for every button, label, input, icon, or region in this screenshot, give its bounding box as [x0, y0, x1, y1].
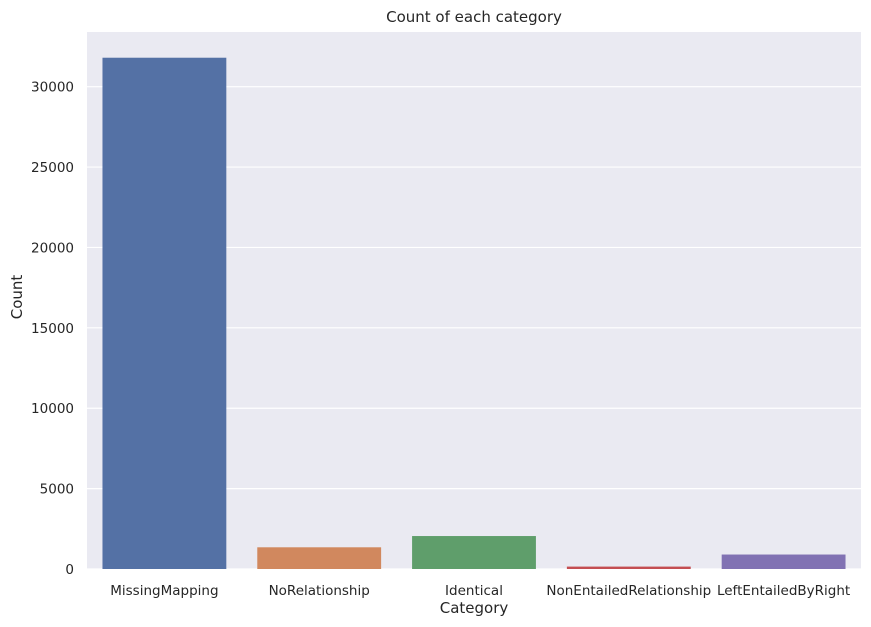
y-tick-label: 30000: [31, 80, 74, 96]
bar-LeftEntailedByRight: [721, 554, 846, 569]
bars: [102, 57, 846, 570]
bar-MissingMapping: [102, 57, 227, 570]
y-tick-label: 25000: [31, 160, 74, 176]
y-axis-label: Count: [8, 275, 26, 320]
x-tick-label: MissingMapping: [110, 583, 218, 599]
y-tick-labels: 0 5000 10000 15000 20000 25000 30000: [31, 80, 74, 578]
bar-NonEntailedRelationship: [566, 566, 691, 569]
y-tick-label: 10000: [31, 401, 74, 417]
x-tick-labels: MissingMapping NoRelationship Identical Non…: [110, 583, 850, 599]
y-tick-label: 5000: [40, 482, 74, 498]
x-tick-label: LeftEntailedByRight: [717, 583, 850, 599]
x-tick-label: NonEntailedRelationship: [546, 583, 711, 599]
y-tick-label: 15000: [31, 321, 74, 337]
x-tick-label: Identical: [445, 583, 503, 599]
x-axis-label: Category: [440, 599, 509, 617]
bar-NoRelationship: [257, 547, 382, 569]
chart-title: Count of each category: [386, 8, 562, 26]
y-tick-label: 20000: [31, 240, 74, 256]
y-tick-label: 0: [65, 562, 74, 578]
x-tick-label: NoRelationship: [269, 583, 370, 599]
bar-Identical: [412, 536, 536, 569]
